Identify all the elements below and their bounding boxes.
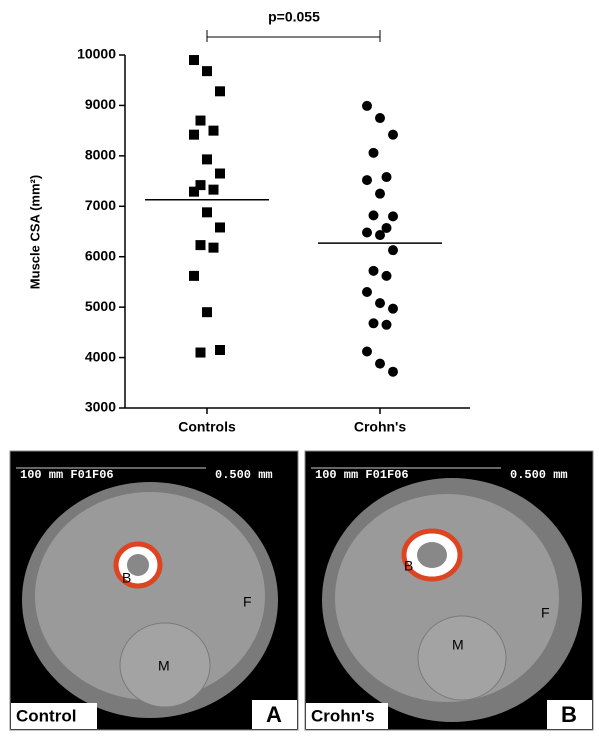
ct-panel: 100 mm F01F06 0.500 mm B M F Control A (10, 451, 298, 730)
data-point (375, 113, 385, 123)
ct-panel: 100 mm F01F06 0.500 mm B M F Crohn's B (305, 451, 593, 730)
panel-letter: B (561, 702, 577, 727)
data-point (388, 245, 398, 255)
pixel-text: 0.500 mm (215, 468, 273, 482)
data-point (202, 207, 212, 217)
caption: Control (16, 706, 76, 725)
significance-bracket (207, 30, 380, 42)
data-point (375, 359, 385, 369)
scale-text: 100 mm F01F06 (20, 468, 114, 482)
data-point (362, 175, 372, 185)
data-point (196, 348, 206, 358)
bone-label: B (404, 558, 413, 574)
muscle-label: M (452, 637, 464, 653)
fat-label: F (541, 605, 550, 621)
data-point (189, 130, 199, 140)
data-point (362, 101, 372, 111)
data-point (369, 148, 379, 158)
data-point (215, 345, 225, 355)
data-point (375, 230, 385, 240)
x-tick-label: Crohn's (354, 419, 407, 435)
data-point (202, 307, 212, 317)
y-tick-label: 7000 (85, 197, 116, 213)
y-tick-label: 8000 (85, 147, 116, 163)
figure: p=0.055 Muscle CSA (mm²) 100 mm F01F06 0… (0, 0, 599, 731)
data-point (375, 298, 385, 308)
data-point (362, 347, 372, 357)
data-point (388, 130, 398, 140)
marrow (417, 542, 447, 568)
data-point (196, 116, 206, 126)
data-point (209, 185, 219, 195)
y-tick-label: 3000 (85, 399, 116, 415)
data-point (369, 266, 379, 276)
y-tick-label: 6000 (85, 247, 116, 263)
muscle-label: M (158, 658, 170, 674)
data-point (202, 66, 212, 76)
data-point (388, 211, 398, 221)
data-point (209, 243, 219, 253)
scale-text: 100 mm F01F06 (315, 468, 409, 482)
y-tick-label: 4000 (85, 348, 116, 364)
data-point (215, 222, 225, 232)
data-point (362, 228, 372, 238)
x-tick-label: Controls (178, 419, 236, 435)
pixel-text: 0.500 mm (510, 468, 568, 482)
data-point (189, 271, 199, 281)
data-point (382, 172, 392, 182)
y-axis-label: Muscle CSA (mm²) (27, 175, 42, 289)
data-point (382, 271, 392, 281)
data-point (202, 154, 212, 164)
data-point (215, 86, 225, 96)
data-point (196, 240, 206, 250)
data-point (388, 367, 398, 377)
bone-label: B (122, 570, 131, 586)
p-value: p=0.055 (268, 9, 320, 25)
y-tick-label: 9000 (85, 96, 116, 112)
data-point (215, 169, 225, 179)
data-point (209, 126, 219, 136)
data-point (189, 55, 199, 65)
caption: Crohn's (311, 706, 375, 725)
data-point (189, 187, 199, 197)
data-point (362, 287, 372, 297)
data-point (369, 318, 379, 328)
data-point (382, 320, 392, 330)
data-point (369, 210, 379, 220)
data-point (388, 304, 398, 314)
y-tick-label: 10000 (77, 46, 116, 62)
data-point (375, 189, 385, 199)
muscle (418, 616, 506, 700)
panel-letter: A (266, 702, 282, 727)
y-tick-label: 5000 (85, 298, 116, 314)
fat-label: F (243, 594, 252, 610)
